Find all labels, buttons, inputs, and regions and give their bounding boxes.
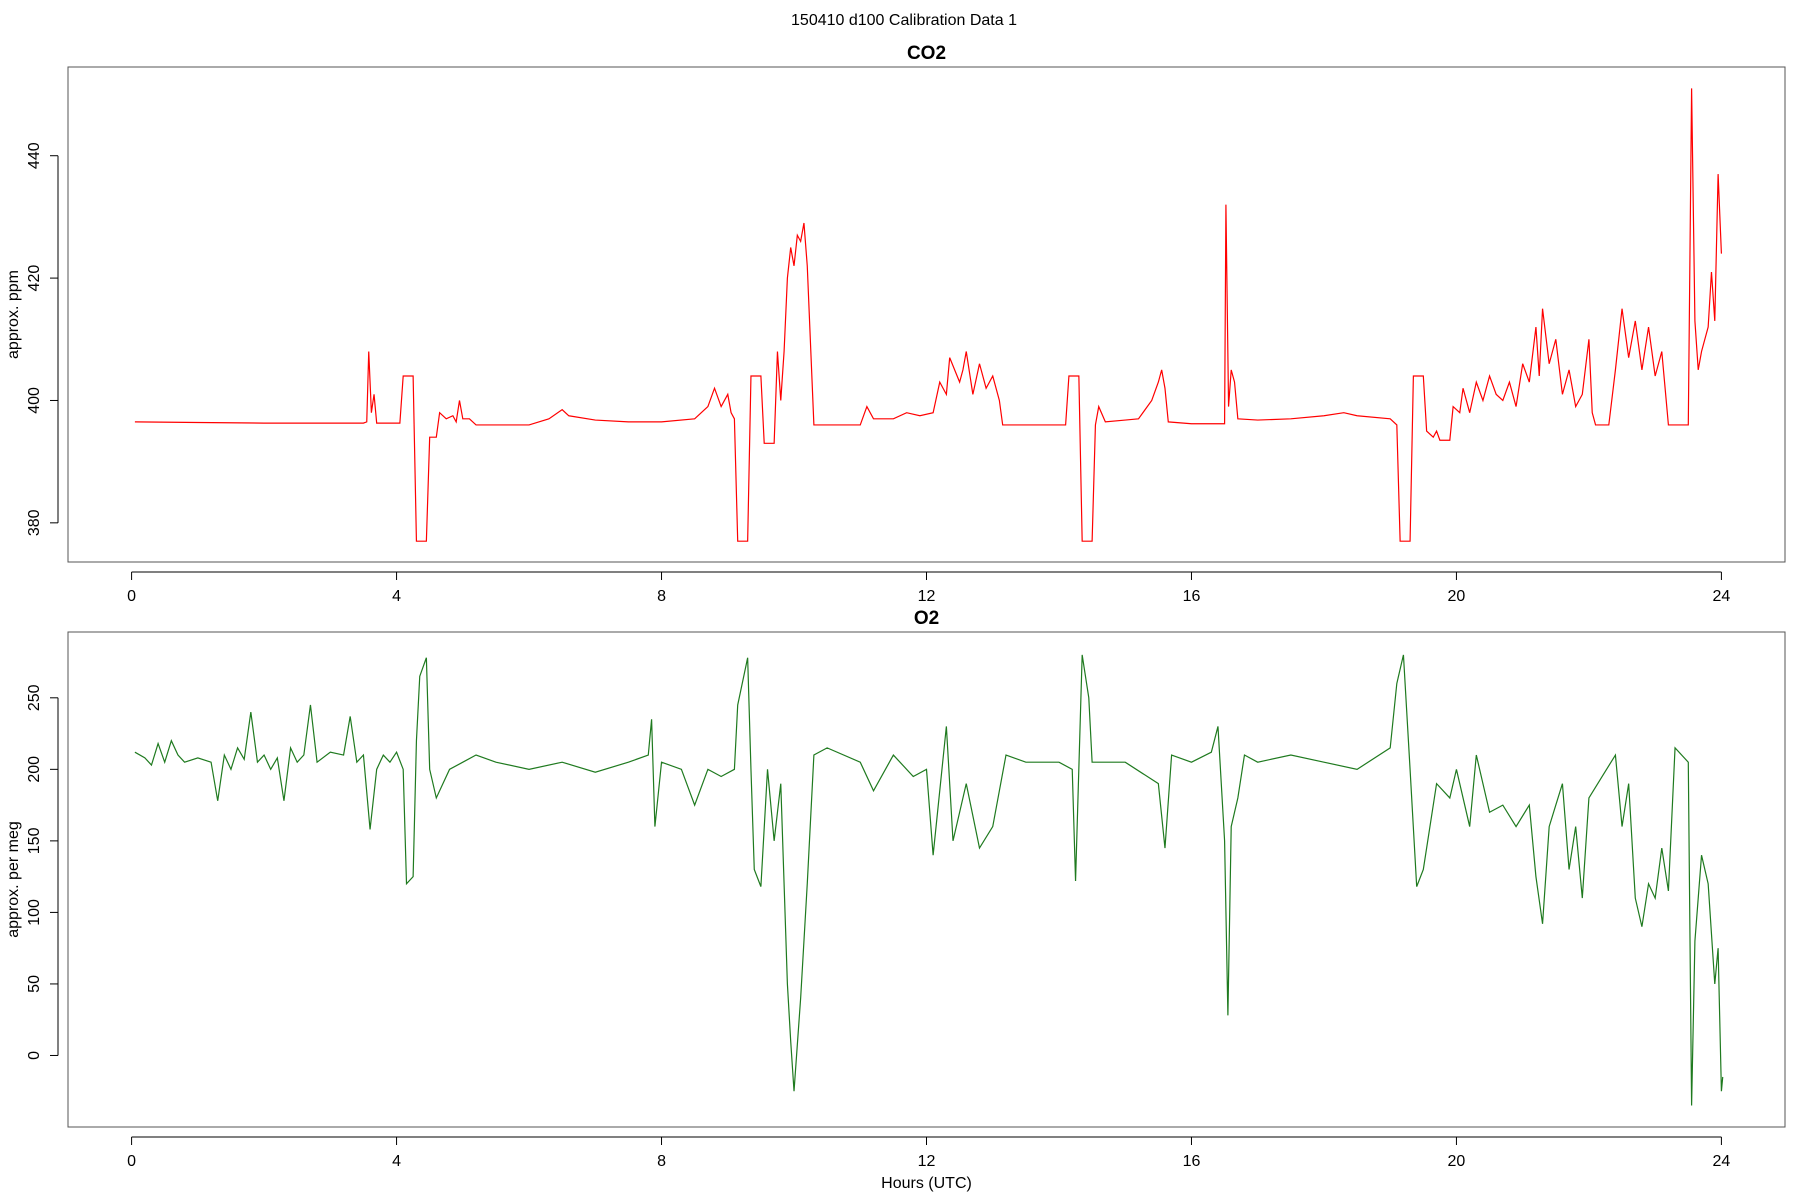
x-tick-label: 0 xyxy=(127,588,136,605)
x-tick-label: 12 xyxy=(918,1153,936,1170)
y-tick-label: 440 xyxy=(26,142,43,169)
plot-frame xyxy=(67,631,1786,1128)
x-tick-label: 8 xyxy=(657,1153,666,1170)
x-tick-label: 20 xyxy=(1448,1153,1466,1170)
x-tick-label: 24 xyxy=(1713,1153,1731,1170)
y-tick-label: 380 xyxy=(26,509,43,536)
y-axis-label: approx. ppm xyxy=(5,270,22,359)
y-tick-label: 420 xyxy=(26,265,43,292)
y-tick-label: 100 xyxy=(26,899,43,926)
y-tick-label: 0 xyxy=(26,1051,43,1060)
page-title: 150410 d100 Calibration Data 1 xyxy=(791,12,1017,29)
chart-title: O2 xyxy=(914,608,939,629)
x-tick-label: 0 xyxy=(127,1153,136,1170)
x-tick-label: 12 xyxy=(918,588,936,605)
y-tick-label: 400 xyxy=(26,387,43,414)
x-tick-label: 16 xyxy=(1183,1153,1201,1170)
x-tick-label: 16 xyxy=(1183,588,1201,605)
x-tick-label: 4 xyxy=(392,588,401,605)
chart-title: CO2 xyxy=(907,43,946,64)
x-tick-label: 24 xyxy=(1713,588,1731,605)
y-tick-label: 250 xyxy=(26,684,43,711)
y-tick-label: 150 xyxy=(26,827,43,854)
y-tick-label: 200 xyxy=(26,756,43,783)
data-line xyxy=(134,654,1724,1106)
x-tick-label: 4 xyxy=(392,1153,401,1170)
y-axis-label: approx. per meg xyxy=(5,821,22,938)
data-line xyxy=(134,88,1723,542)
x-tick-label: 20 xyxy=(1448,588,1466,605)
x-axis-label: Hours (UTC) xyxy=(881,1175,972,1192)
plot-frame xyxy=(67,66,1786,563)
y-tick-label: 50 xyxy=(26,975,43,993)
x-tick-label: 8 xyxy=(657,588,666,605)
